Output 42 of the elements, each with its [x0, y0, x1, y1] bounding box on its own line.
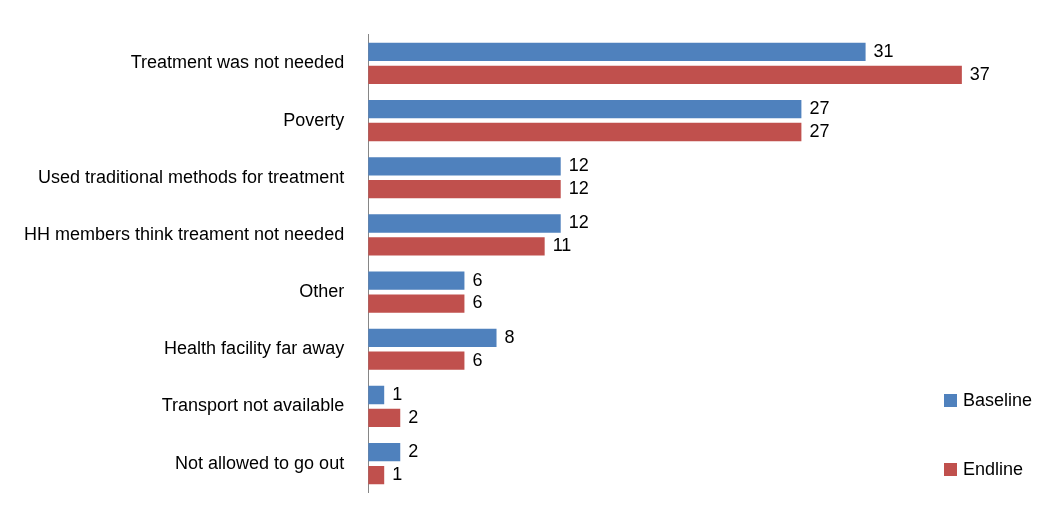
- y-tick-label: HH members think treament not needed: [23, 223, 345, 244]
- data-label: 27: [809, 98, 830, 119]
- bar: [368, 157, 561, 176]
- legend-label: Endline: [962, 459, 1023, 481]
- bar: [368, 237, 545, 256]
- data-label: 12: [568, 212, 589, 233]
- y-tick-label: Treatment was not needed: [130, 52, 345, 73]
- data-label: 1: [392, 464, 403, 485]
- y-tick-label: Transport not available: [161, 395, 345, 416]
- data-label: 8: [504, 326, 515, 347]
- data-label: 6: [472, 292, 483, 313]
- y-tick-label: Used traditional methods for treatment: [38, 166, 345, 187]
- data-label: 6: [472, 269, 483, 290]
- bar: [368, 385, 385, 405]
- data-label: 37: [969, 63, 990, 84]
- y-tick-label: Not allowed to go out: [175, 452, 345, 473]
- data-label: 1: [392, 383, 403, 404]
- data-label: 2: [408, 441, 419, 462]
- y-tick-label: Health facility far away: [164, 338, 345, 359]
- bar: [368, 65, 962, 84]
- bar: [368, 271, 465, 290]
- y-tick-label: Other: [299, 281, 345, 302]
- data-label: 12: [568, 155, 589, 176]
- bar: [368, 294, 465, 313]
- y-tick-label: Poverty: [283, 109, 345, 130]
- data-label: 12: [568, 178, 589, 199]
- data-label: 31: [873, 40, 894, 61]
- data-label: 11: [552, 235, 572, 256]
- bar: [368, 122, 802, 142]
- bar: [368, 465, 385, 485]
- bar: [368, 180, 561, 199]
- bar: [368, 443, 401, 462]
- bar: [368, 351, 465, 370]
- bar: [368, 214, 561, 233]
- data-label: 6: [472, 349, 483, 370]
- data-label: 2: [408, 406, 419, 427]
- bar: [368, 42, 866, 62]
- legend-label: Baseline: [962, 390, 1032, 412]
- bar: [368, 99, 802, 119]
- bar: [368, 408, 401, 428]
- bar: [368, 328, 497, 347]
- data-label: 27: [809, 120, 830, 141]
